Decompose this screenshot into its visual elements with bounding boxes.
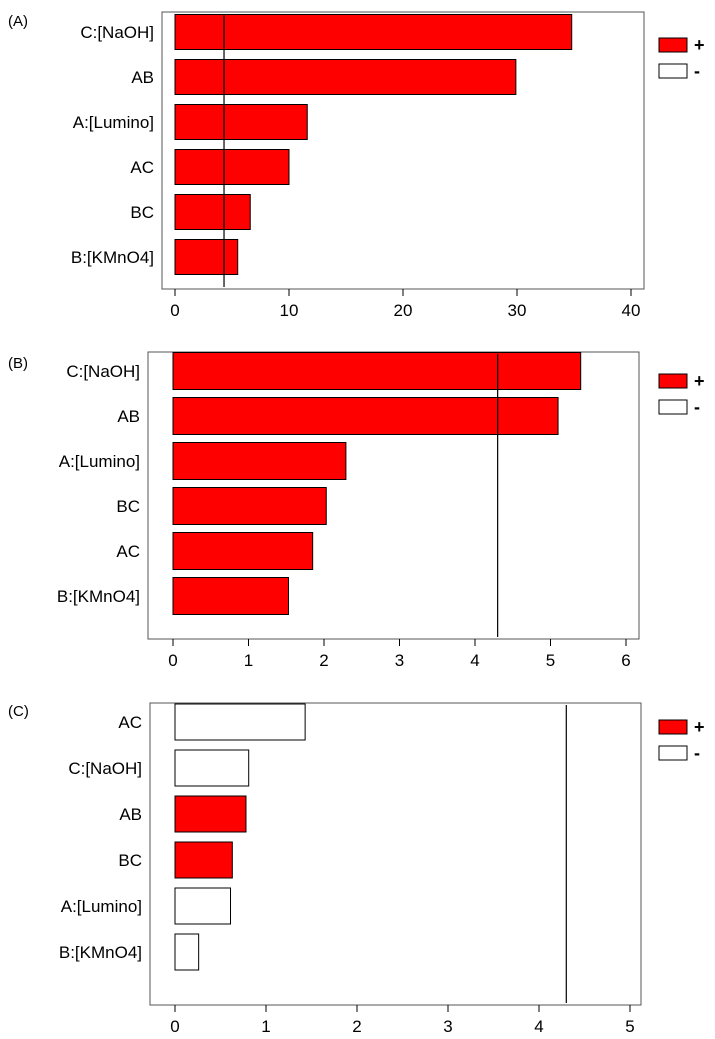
category-label-a-5: B:[KMnO4] [71, 248, 154, 267]
category-label-a-3: AC [130, 158, 154, 177]
category-label-c-3: BC [118, 851, 142, 870]
x-tick-label-b-4: 4 [470, 651, 479, 670]
category-label-b-0: C:[NaOH] [66, 362, 140, 381]
x-tick-label-c-4: 4 [534, 1017, 543, 1036]
legend-label-c-1: - [694, 743, 700, 763]
x-tick-label-c-5: 5 [625, 1017, 634, 1036]
category-label-a-2: A:[Lumino] [73, 113, 154, 132]
bar-a-0 [174, 14, 573, 50]
x-tick-label-a-0: 0 [170, 301, 179, 320]
x-tick-label-c-1: 1 [261, 1017, 270, 1036]
pareto-chart-a: (A) C:[NaOH] AB A:[Lumino] AC BC B:[KMnO4] 0 10 2… [0, 0, 715, 340]
category-label-b-1: AB [117, 407, 140, 426]
x-tick-label-b-3: 3 [395, 651, 404, 670]
legend-label-b-0: + [694, 371, 705, 391]
bar-a-4 [174, 194, 251, 230]
bar-c-5 [174, 933, 200, 971]
legend-label-c-0: + [694, 717, 705, 737]
legend-swatch-b-0 [658, 373, 688, 389]
bar-b-4 [172, 532, 314, 570]
legend-swatch-a-1 [658, 63, 688, 79]
chart-svg-a: (A) C:[NaOH] AB A:[Lumino] AC BC B:[KMnO4] 0 10 2… [8, 11, 705, 320]
bar-c-1 [174, 749, 250, 787]
panel-label-b: (B) [8, 355, 28, 372]
bar-c-4 [174, 887, 232, 925]
x-tick-label-b-6: 6 [621, 651, 630, 670]
x-tick-label-a-3: 30 [508, 301, 527, 320]
x-tick-label-a-2: 20 [394, 301, 413, 320]
category-label-b-5: B:[KMnO4] [57, 587, 140, 606]
bar-b-2 [172, 442, 347, 480]
category-label-b-3: BC [116, 497, 140, 516]
category-label-b-2: A:[Lumino] [59, 452, 140, 471]
category-label-c-4: A:[Lumino] [61, 897, 142, 916]
category-label-c-0: AC [118, 713, 142, 732]
chart-svg-c: (C) AC C:[NaOH] AB BC A:[Lumino] B:[KMnO4] 0 1 2 3… [8, 702, 705, 1036]
bar-a-3 [174, 149, 290, 185]
legend-swatch-a-0 [658, 37, 688, 53]
bar-b-1 [172, 397, 559, 435]
bar-c-2 [174, 795, 247, 833]
category-label-c-5: B:[KMnO4] [59, 943, 142, 962]
x-tick-label-b-1: 1 [244, 651, 253, 670]
pareto-chart-c: (C) AC C:[NaOH] AB BC A:[Lumino] B:[KMnO4] 0 1 2 3… [0, 690, 715, 1039]
x-tick-label-b-2: 2 [319, 651, 328, 670]
pareto-chart-b: (B) C:[NaOH] AB A:[Lumino] BC AC B:[KMnO4] 0 1 2 3… [0, 340, 715, 690]
bar-b-3 [172, 487, 327, 525]
x-tick-label-c-0: 0 [170, 1017, 179, 1036]
legend-label-a-0: + [694, 35, 705, 55]
category-label-c-2: AB [119, 805, 142, 824]
chart-svg-b: (B) C:[NaOH] AB A:[Lumino] BC AC B:[KMnO4] 0 1 2 3… [8, 351, 705, 670]
bar-b-0 [172, 352, 582, 390]
category-label-a-4: BC [130, 203, 154, 222]
category-label-a-1: AB [131, 68, 154, 87]
panel-label-c: (C) [8, 703, 29, 720]
legend-label-a-1: - [694, 61, 700, 81]
x-tick-label-c-3: 3 [443, 1017, 452, 1036]
x-tick-label-b-5: 5 [546, 651, 555, 670]
legend-swatch-c-1 [658, 745, 688, 761]
legend-swatch-c-0 [658, 719, 688, 735]
x-tick-label-c-2: 2 [352, 1017, 361, 1036]
x-tick-label-a-1: 10 [280, 301, 299, 320]
legend-swatch-b-1 [658, 399, 688, 415]
x-tick-label-a-4: 40 [622, 301, 641, 320]
bar-a-1 [174, 59, 517, 95]
x-tick-label-b-0: 0 [168, 651, 177, 670]
panel-label-a: (A) [8, 13, 28, 30]
bar-c-3 [174, 841, 233, 879]
bar-a-2 [174, 104, 308, 140]
bar-a-5 [174, 239, 239, 275]
bar-b-5 [172, 577, 290, 615]
category-label-a-0: C:[NaOH] [80, 23, 154, 42]
legend-label-b-1: - [694, 397, 700, 417]
category-label-c-1: C:[NaOH] [68, 759, 142, 778]
category-label-b-4: AC [116, 542, 140, 561]
bar-c-0 [174, 703, 306, 741]
